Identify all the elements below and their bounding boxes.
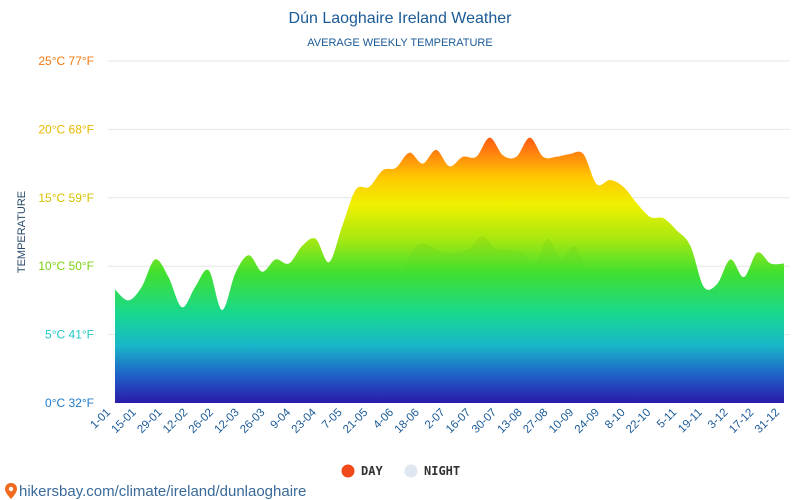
x-tick-label: 10-09 bbox=[547, 407, 576, 436]
y-tick-label: 25°C 77°F bbox=[38, 54, 94, 68]
day-legend-marker bbox=[341, 464, 355, 478]
x-tick-label: 31-12 bbox=[753, 407, 782, 436]
y-axis-ticks: 0°C 32°F 5°C 41°F 10°C 50°F 15°C 59°F 20°C 6… bbox=[38, 54, 94, 410]
x-tick-label: 16-07 bbox=[444, 407, 473, 436]
y-tick-label: 5°C 41°F bbox=[45, 328, 94, 342]
x-tick-label: 12-03 bbox=[213, 407, 242, 436]
x-tick-label: 13-08 bbox=[496, 407, 525, 436]
x-tick-label: 27-08 bbox=[521, 407, 550, 436]
chart-title: Dún Laoghaire Ireland Weather bbox=[289, 10, 513, 27]
y-tick-label: 0°C 32°F bbox=[45, 396, 94, 410]
legend-item-day[interactable]: DAY bbox=[341, 464, 384, 478]
y-tick-label: 10°C 50°F bbox=[38, 259, 94, 273]
source-link[interactable]: hikersbay.com/climate/ireland/dunlaoghai… bbox=[5, 483, 306, 500]
series-area-night bbox=[115, 236, 784, 403]
x-tick-label: 26-02 bbox=[187, 407, 216, 436]
source-url: hikersbay.com/climate/ireland/dunlaoghai… bbox=[19, 483, 306, 500]
x-tick-label: 29-01 bbox=[135, 407, 164, 436]
x-tick-label: 26-03 bbox=[238, 407, 267, 436]
night-legend-label: NIGHT bbox=[424, 464, 460, 478]
day-legend-label: DAY bbox=[361, 464, 383, 478]
x-tick-label: 24-09 bbox=[573, 407, 602, 436]
x-tick-label: 23-04 bbox=[290, 406, 320, 436]
x-tick-label: 12-02 bbox=[161, 407, 190, 436]
temperature-areas bbox=[115, 137, 784, 403]
x-tick-label: 15-01 bbox=[110, 407, 139, 436]
y-tick-label: 20°C 68°F bbox=[38, 122, 94, 136]
x-tick-label: 22-10 bbox=[624, 407, 653, 436]
x-tick-label: 19-11 bbox=[676, 407, 705, 436]
legend: DAY NIGHT bbox=[341, 464, 461, 478]
x-tick-label: 21-05 bbox=[341, 407, 370, 436]
legend-item-night[interactable]: NIGHT bbox=[404, 464, 461, 478]
x-tick-label: 30-07 bbox=[470, 407, 499, 436]
night-legend-marker bbox=[404, 464, 418, 478]
y-tick-label: 15°C 59°F bbox=[38, 191, 94, 205]
location-pin-dot bbox=[8, 486, 14, 492]
x-tick-label: 17-12 bbox=[727, 407, 756, 436]
x-tick-label: 18-06 bbox=[393, 407, 422, 436]
y-axis-label: TEMPERATURE bbox=[16, 191, 28, 273]
chart-subtitle: AVERAGE WEEKLY TEMPERATURE bbox=[307, 37, 492, 49]
